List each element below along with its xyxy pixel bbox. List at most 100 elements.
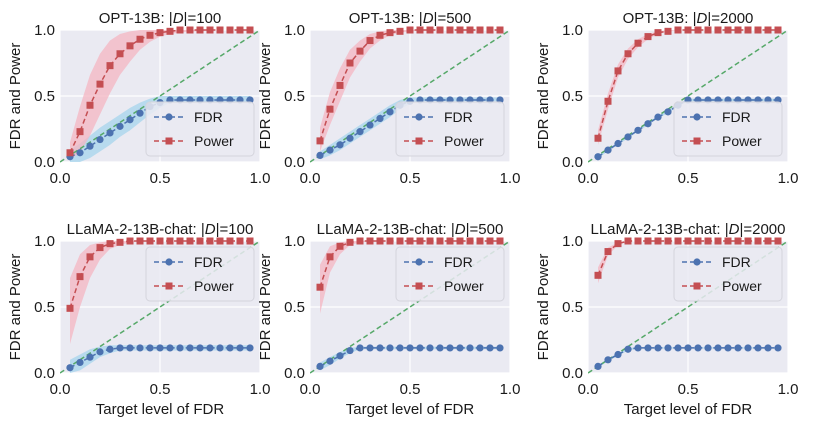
title-prefix: LLaMA-2-13B-chat: | <box>590 221 728 238</box>
legend-power-label: Power <box>722 278 762 294</box>
power-point <box>376 31 384 39</box>
power-confidence-band <box>70 241 250 344</box>
title-variable: D <box>423 10 434 27</box>
y-tick-label: 1.0 <box>34 22 55 39</box>
x-tick-label: 0.0 <box>300 170 321 187</box>
power-point <box>366 237 374 245</box>
title-prefix: OPT-13B: | <box>99 10 173 27</box>
fdr-point <box>316 151 324 159</box>
power-point <box>604 248 612 256</box>
power-point <box>684 237 692 245</box>
fdr-point <box>316 362 324 370</box>
x-tick-label: 0.0 <box>300 381 321 398</box>
fdr-point <box>614 139 622 148</box>
legend-fdr-marker <box>165 113 173 121</box>
subplot-6: LLaMA-2-13B-chat: |D|=2000 0.0 0.5 1.0 0.0 0.… <box>535 221 798 418</box>
fdr-point <box>734 344 742 352</box>
power-point <box>604 97 612 105</box>
power-point <box>774 237 782 245</box>
power-point <box>336 81 344 89</box>
power-point <box>66 149 74 157</box>
power-point <box>486 237 494 245</box>
legend: FDR Power <box>145 101 255 157</box>
power-point <box>136 35 144 43</box>
title-suffix: |=2000 <box>739 221 785 238</box>
subplot-title: LLaMA-2-13B-chat: |D|=100 <box>67 221 254 238</box>
fdr-point <box>376 114 384 123</box>
fdr-point <box>446 344 454 352</box>
y-tick-label: 1.0 <box>34 233 55 250</box>
power-point <box>166 237 174 245</box>
fdr-point <box>66 364 74 372</box>
power-point <box>654 29 662 37</box>
legend-power-label: Power <box>444 278 484 294</box>
legend-fdr-label: FDR <box>444 254 473 270</box>
fdr-point <box>336 352 344 360</box>
legend-power-label: Power <box>444 133 484 149</box>
x-tick-label: 1.0 <box>500 170 521 187</box>
fdr-point <box>196 344 204 352</box>
power-point <box>216 237 224 245</box>
power-point <box>156 29 164 37</box>
power-point <box>466 26 474 34</box>
fdr-point <box>624 345 632 353</box>
title-prefix: LLaMA-2-13B-chat: | <box>317 221 455 238</box>
x-tick-label: 1.0 <box>500 381 521 398</box>
y-tick-label: 0.5 <box>284 299 305 316</box>
fdr-point <box>386 344 394 352</box>
title-variable: D <box>455 221 466 238</box>
fdr-point <box>356 344 364 352</box>
legend-fdr-marker <box>415 113 423 121</box>
y-axis-label: FDR and Power <box>7 254 24 361</box>
legend-box <box>395 101 505 157</box>
legend: FDR Power <box>395 101 505 157</box>
power-point <box>416 237 424 245</box>
fdr-point <box>714 344 722 352</box>
legend-fdr-marker <box>415 258 423 266</box>
y-tick-label: 0.0 <box>284 154 305 171</box>
power-point <box>356 237 364 245</box>
y-tick-label: 0.5 <box>562 88 583 105</box>
power-point <box>126 42 134 50</box>
fdr-point <box>416 344 424 352</box>
fdr-point <box>694 344 702 352</box>
power-point <box>754 26 762 34</box>
fdr-point <box>594 153 602 161</box>
power-point <box>366 37 374 45</box>
x-tick-label: 1.0 <box>778 381 799 398</box>
power-point <box>704 26 712 34</box>
title-prefix: OPT-13B: | <box>623 10 697 27</box>
power-point <box>316 137 324 145</box>
power-confidence-band <box>70 30 250 160</box>
fdr-point <box>684 344 692 352</box>
fdr-point <box>326 146 334 154</box>
legend-fdr-marker <box>693 258 701 266</box>
power-point <box>734 237 742 245</box>
x-tick-label: 0.0 <box>578 381 599 398</box>
power-point <box>446 26 454 34</box>
fdr-point <box>226 344 234 352</box>
power-point <box>396 237 404 245</box>
y-tick-label: 0.0 <box>284 365 305 382</box>
power-point <box>396 27 404 35</box>
fdr-point <box>406 344 414 352</box>
fdr-point <box>654 113 662 121</box>
power-point <box>346 238 354 246</box>
fdr-point <box>246 344 254 352</box>
subplot-4: LLaMA-2-13B-chat: |D|=100 0.0 0.5 1.0 0.0 0.5… <box>7 221 270 418</box>
legend-power-marker <box>165 137 173 145</box>
title-prefix: LLaMA-2-13B-chat: | <box>67 221 205 238</box>
power-point <box>704 237 712 245</box>
fdr-point <box>96 135 104 144</box>
power-point <box>106 62 114 70</box>
x-axis-label: Target level of FDR <box>624 401 753 418</box>
power-point <box>86 253 94 261</box>
title-suffix: |=2000 <box>707 10 753 27</box>
power-point <box>246 237 254 245</box>
power-point <box>476 237 484 245</box>
fdr-point <box>754 344 762 352</box>
power-point <box>624 50 632 58</box>
power-point <box>674 237 682 245</box>
legend-fdr-label: FDR <box>722 109 751 125</box>
